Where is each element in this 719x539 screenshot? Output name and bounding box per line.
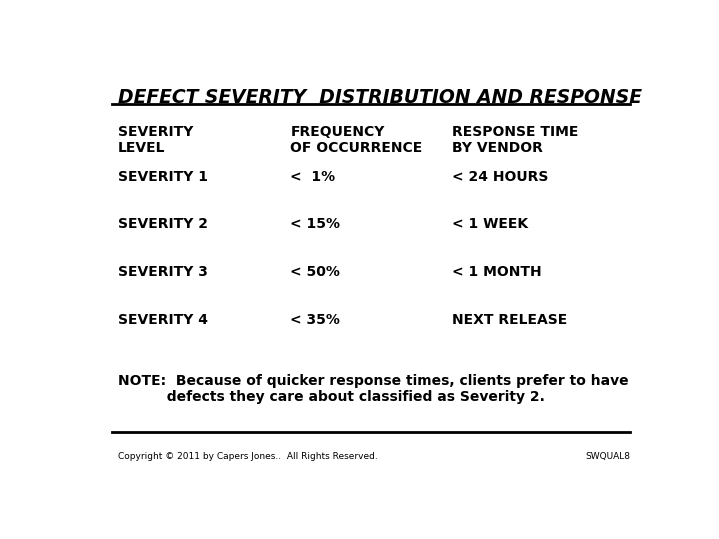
Text: < 50%: < 50% bbox=[290, 265, 340, 279]
Text: < 1 WEEK: < 1 WEEK bbox=[452, 217, 528, 231]
Text: < 24 HOURS: < 24 HOURS bbox=[452, 170, 549, 184]
Text: LEVEL: LEVEL bbox=[118, 141, 165, 155]
Text: SWQUAL8: SWQUAL8 bbox=[585, 452, 631, 461]
Text: < 35%: < 35% bbox=[290, 313, 340, 327]
Text: NOTE:  Because of quicker response times, clients prefer to have: NOTE: Because of quicker response times,… bbox=[118, 374, 628, 388]
Text: SEVERITY 4: SEVERITY 4 bbox=[118, 313, 208, 327]
Text: < 1 MONTH: < 1 MONTH bbox=[452, 265, 541, 279]
Text: RESPONSE TIME: RESPONSE TIME bbox=[452, 125, 579, 139]
Text: OF OCCURRENCE: OF OCCURRENCE bbox=[290, 141, 423, 155]
Text: SEVERITY 1: SEVERITY 1 bbox=[118, 170, 208, 184]
Text: Copyright © 2011 by Capers Jones..  All Rights Reserved.: Copyright © 2011 by Capers Jones.. All R… bbox=[118, 452, 377, 461]
Text: < 15%: < 15% bbox=[290, 217, 341, 231]
Text: SEVERITY 3: SEVERITY 3 bbox=[118, 265, 208, 279]
Text: defects they care about classified as Severity 2.: defects they care about classified as Se… bbox=[118, 390, 544, 404]
Text: <  1%: < 1% bbox=[290, 170, 336, 184]
Text: BY VENDOR: BY VENDOR bbox=[452, 141, 543, 155]
Text: NEXT RELEASE: NEXT RELEASE bbox=[452, 313, 567, 327]
Text: FREQUENCY: FREQUENCY bbox=[290, 125, 385, 139]
Text: DEFECT SEVERITY  DISTRIBUTION AND RESPONSE: DEFECT SEVERITY DISTRIBUTION AND RESPONS… bbox=[118, 87, 642, 107]
Text: SEVERITY: SEVERITY bbox=[118, 125, 193, 139]
Text: SEVERITY 2: SEVERITY 2 bbox=[118, 217, 208, 231]
